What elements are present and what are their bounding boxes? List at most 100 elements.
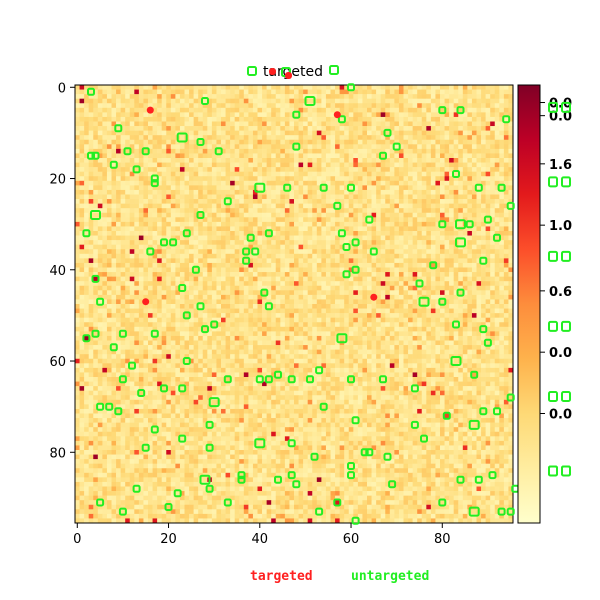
untargeted-point bbox=[150, 174, 159, 183]
untargeted-point bbox=[333, 201, 342, 210]
untargeted-point bbox=[160, 238, 168, 247]
colorbar-untargeted-mark bbox=[561, 390, 571, 402]
y-axis: 0 20 40 60 80 bbox=[49, 81, 75, 461]
untargeted-point bbox=[310, 452, 319, 461]
untargeted-point bbox=[274, 370, 282, 379]
plot-frame bbox=[74, 84, 514, 524]
untargeted-point bbox=[196, 138, 205, 146]
untargeted-point bbox=[264, 375, 273, 384]
untargeted-point bbox=[468, 506, 480, 517]
untargeted-markers bbox=[82, 83, 520, 525]
untargeted-point bbox=[342, 243, 351, 251]
untargeted-point bbox=[465, 220, 474, 229]
colorbar-label: 0.0 bbox=[549, 346, 572, 361]
untargeted-point bbox=[242, 247, 251, 256]
colorbar-untargeted-mark bbox=[561, 176, 571, 188]
colorbar-untargeted-mark bbox=[561, 320, 571, 332]
heatmap-area bbox=[75, 85, 514, 524]
colorbar-untargeted-mark bbox=[548, 101, 558, 113]
untargeted-point bbox=[123, 147, 132, 156]
untargeted-point bbox=[319, 183, 328, 192]
colorbar-label: 1.0 bbox=[549, 219, 572, 234]
colorbar-label: 0.0 bbox=[549, 110, 572, 125]
y-tick-label: 40 bbox=[49, 264, 66, 279]
untargeted-point bbox=[90, 210, 101, 220]
untargeted-point bbox=[336, 333, 348, 344]
y-tick-label: 20 bbox=[49, 173, 66, 188]
untargeted-point bbox=[347, 471, 355, 480]
untargeted-point bbox=[182, 311, 191, 320]
untargeted-point bbox=[118, 329, 127, 338]
untargeted-point bbox=[342, 270, 351, 279]
untargeted-point bbox=[87, 87, 95, 96]
colorbar-untargeted-mark bbox=[561, 465, 571, 477]
x-tick-label: 60 bbox=[343, 532, 360, 547]
untargeted-point bbox=[306, 375, 314, 384]
untargeted-point bbox=[176, 132, 188, 143]
untargeted-point bbox=[479, 325, 488, 334]
untargeted-point bbox=[287, 471, 296, 480]
title-untargeted-mark bbox=[329, 65, 339, 75]
untargeted-point bbox=[283, 183, 292, 192]
colorbar-untargeted-mark bbox=[548, 390, 558, 402]
colorbar-untargeted-mark bbox=[561, 101, 571, 113]
untargeted-point bbox=[333, 498, 342, 507]
colorbar-label: 0.6 bbox=[549, 285, 572, 300]
untargeted-point bbox=[493, 233, 501, 242]
untargeted-point bbox=[132, 165, 141, 174]
targeted-point bbox=[142, 298, 150, 306]
untargeted-point bbox=[360, 448, 369, 457]
untargeted-point bbox=[483, 338, 492, 347]
untargeted-point bbox=[506, 201, 515, 210]
untargeted-point bbox=[164, 503, 173, 511]
untargeted-point bbox=[141, 443, 150, 452]
untargeted-point bbox=[365, 448, 374, 457]
y-tick-label: 60 bbox=[49, 355, 66, 370]
untargeted-point bbox=[223, 197, 232, 206]
untargeted-point bbox=[199, 474, 211, 485]
untargeted-point bbox=[205, 420, 214, 429]
untargeted-point bbox=[237, 475, 246, 484]
untargeted-point bbox=[223, 375, 232, 384]
untargeted-point bbox=[173, 489, 182, 498]
untargeted-point bbox=[511, 484, 520, 493]
colorbar-untargeted-mark bbox=[548, 176, 558, 188]
untargeted-point bbox=[415, 279, 424, 288]
x-tick-label: 40 bbox=[252, 532, 269, 547]
untargeted-point bbox=[118, 375, 127, 384]
untargeted-point bbox=[392, 142, 401, 151]
untargeted-point bbox=[351, 516, 360, 525]
untargeted-point bbox=[214, 147, 223, 156]
untargeted-point bbox=[470, 370, 479, 379]
untargeted-point bbox=[118, 507, 127, 516]
untargeted-point bbox=[337, 229, 346, 238]
legend-targeted: targeted bbox=[250, 569, 313, 584]
title-targeted-mark bbox=[269, 68, 276, 75]
untargeted-point bbox=[383, 452, 392, 461]
untargeted-point bbox=[169, 238, 178, 247]
untargeted-point bbox=[347, 375, 355, 384]
colorbar-untargeted-mark bbox=[548, 465, 558, 477]
untargeted-point bbox=[196, 302, 205, 311]
untargeted-point bbox=[474, 475, 483, 484]
x-tick-label: 20 bbox=[160, 532, 177, 547]
untargeted-point bbox=[488, 471, 497, 480]
colorbar-label: 1.6 bbox=[549, 158, 572, 173]
untargeted-point bbox=[91, 274, 100, 283]
targeted-point bbox=[370, 293, 378, 301]
untargeted-point bbox=[132, 484, 141, 493]
x-tick-label: 80 bbox=[434, 532, 451, 547]
colorbar-untargeted-mark bbox=[561, 465, 571, 477]
untargeted-point bbox=[210, 320, 219, 329]
untargeted-point bbox=[438, 220, 447, 229]
untargeted-point bbox=[502, 115, 511, 124]
untargeted-point bbox=[347, 462, 355, 470]
untargeted-point bbox=[208, 397, 220, 408]
colorbar-labels: 0.00.01.61.00.60.00.0 bbox=[540, 97, 572, 477]
untargeted-point bbox=[369, 247, 378, 256]
untargeted-point bbox=[452, 170, 460, 178]
untargeted-point bbox=[150, 425, 159, 434]
untargeted-point bbox=[383, 128, 392, 137]
untargeted-point bbox=[254, 438, 266, 449]
